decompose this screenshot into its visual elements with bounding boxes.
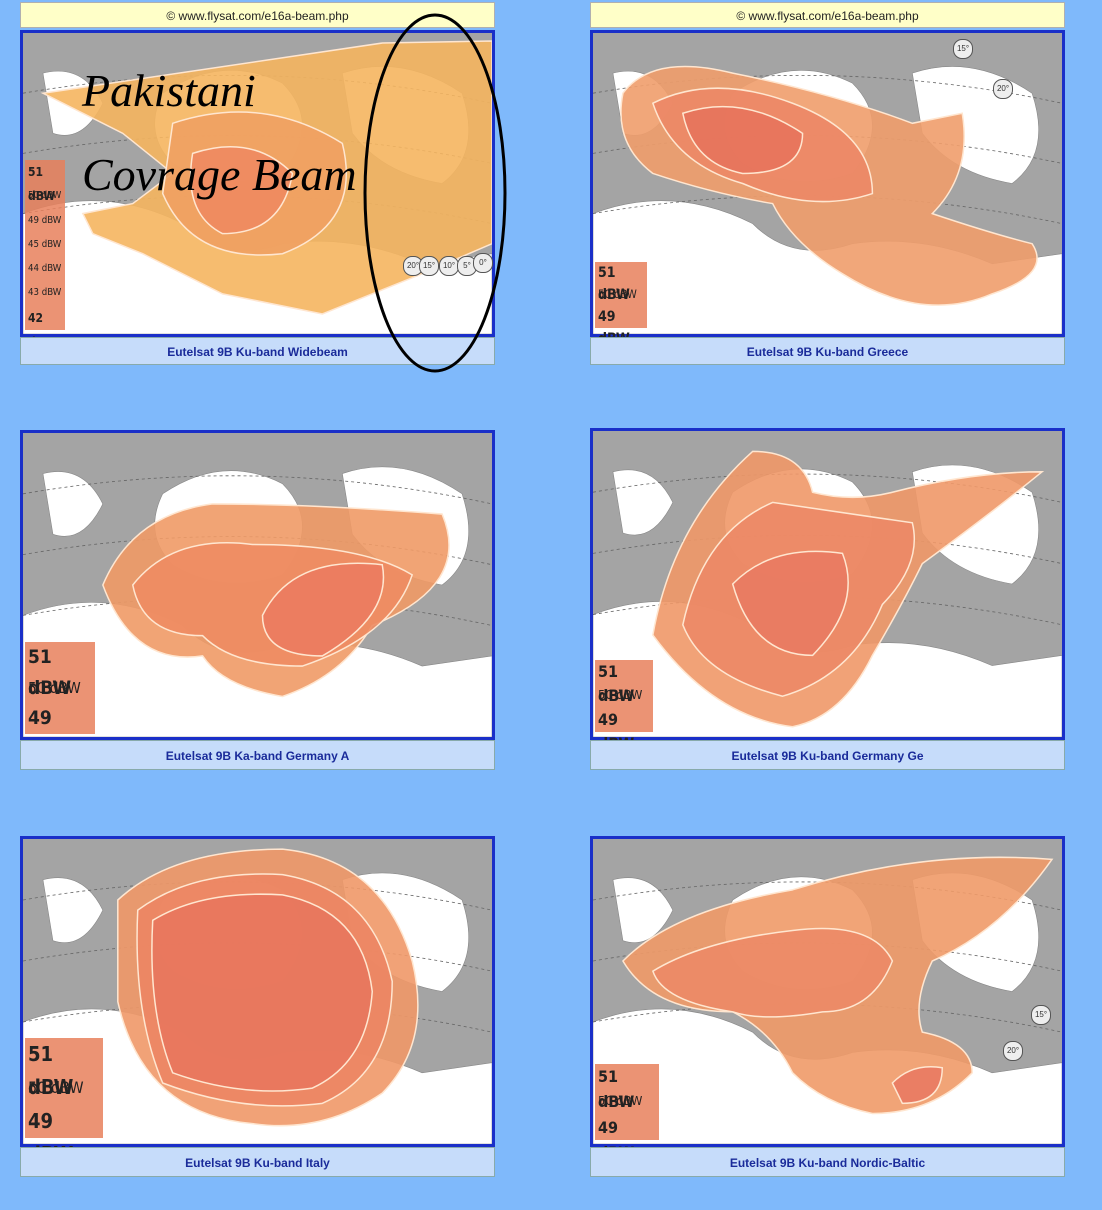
arc-label: 15° xyxy=(419,256,439,276)
beam-contour xyxy=(189,146,294,235)
map-caption: Eutelsat 9B Ku-band Italy xyxy=(20,1147,495,1177)
legend-box xyxy=(595,660,653,732)
legend-label: 50 dBW xyxy=(28,190,62,202)
annotation: Pakistani xyxy=(82,65,256,116)
legend-box xyxy=(595,262,647,328)
legend-box xyxy=(595,1064,659,1140)
latitude-line xyxy=(593,473,1062,503)
latitude-line xyxy=(593,74,1062,104)
land xyxy=(612,469,674,536)
map-header: © www.flysat.com/e16a-beam.php xyxy=(590,2,1065,28)
legend-label: 42 dBW xyxy=(28,310,55,349)
map-caption: Eutelsat 9B Ku-band Widebeam xyxy=(20,337,495,365)
legend-label: 49 dBW xyxy=(28,214,62,226)
land xyxy=(42,471,104,537)
beam-contour xyxy=(681,105,804,175)
land xyxy=(612,877,674,943)
arc-label: 15° xyxy=(1031,1005,1051,1025)
beam-map xyxy=(20,430,495,740)
legend-label: 50 dBW xyxy=(598,288,637,301)
legend-box xyxy=(25,642,95,734)
legend-label: 49 dBW xyxy=(28,707,71,760)
map-drawing xyxy=(593,839,1062,1144)
beam-contour xyxy=(261,562,385,657)
arc-label: 20° xyxy=(993,79,1013,99)
legend-label: 51 dBW xyxy=(598,1067,635,1112)
beam-map xyxy=(20,836,495,1147)
annotation: Covrage Beam xyxy=(82,149,357,200)
legend-label: 51 dBW xyxy=(598,265,630,303)
legend-box xyxy=(25,1038,103,1138)
legend-label: 50 dBW xyxy=(598,688,643,703)
legend-label: 43 dBW xyxy=(28,287,62,299)
beam-contour xyxy=(151,893,374,1092)
legend-label: 50 dBW xyxy=(598,1094,643,1110)
legend-label: 51 dBW xyxy=(28,646,72,699)
beam-contour xyxy=(891,1066,944,1105)
legend-label: 49 dBW xyxy=(598,1117,634,1162)
legend-label: 49 dBW xyxy=(598,710,634,753)
legend-label: 45 dBW xyxy=(28,238,62,250)
map-drawing xyxy=(593,431,1062,737)
legend-label: 49 dBW xyxy=(598,309,630,347)
legend-label: 49 dBW xyxy=(28,1108,73,1166)
map-drawing xyxy=(593,33,1062,334)
legend-box xyxy=(25,160,65,330)
legend-label: 44 dBW xyxy=(28,263,62,275)
beam-map xyxy=(590,30,1065,337)
legend-label: 50 dBW xyxy=(28,1078,84,1098)
arc-label: 10° xyxy=(439,256,459,276)
arc-label: 15° xyxy=(953,39,973,59)
map-drawing xyxy=(23,839,492,1144)
beam-map xyxy=(590,428,1065,740)
beam-contour xyxy=(651,927,894,1018)
land xyxy=(42,877,104,943)
map-caption: Eutelsat 9B Ku-band Nordic-Baltic xyxy=(590,1147,1065,1177)
arc-label: 0° xyxy=(473,253,493,273)
legend-label: 51 dBW xyxy=(28,1042,74,1100)
beam-map xyxy=(590,836,1065,1147)
arc-label: 20° xyxy=(1003,1041,1023,1061)
map-drawing xyxy=(23,433,492,737)
latitude-line xyxy=(23,475,492,505)
legend-label: 51 dBW xyxy=(598,662,635,705)
map-caption: Eutelsat 9B Ku-band Greece xyxy=(590,337,1065,365)
legend-label: 50 dBW xyxy=(28,678,81,697)
map-header: © www.flysat.com/e16a-beam.php xyxy=(20,2,495,28)
legend-label: 51 dBW xyxy=(28,165,56,204)
map-caption: Eutelsat 9B Ka-band Germany A xyxy=(20,740,495,770)
beam-contour xyxy=(731,550,849,657)
map-caption: Eutelsat 9B Ku-band Germany Ge xyxy=(590,740,1065,770)
